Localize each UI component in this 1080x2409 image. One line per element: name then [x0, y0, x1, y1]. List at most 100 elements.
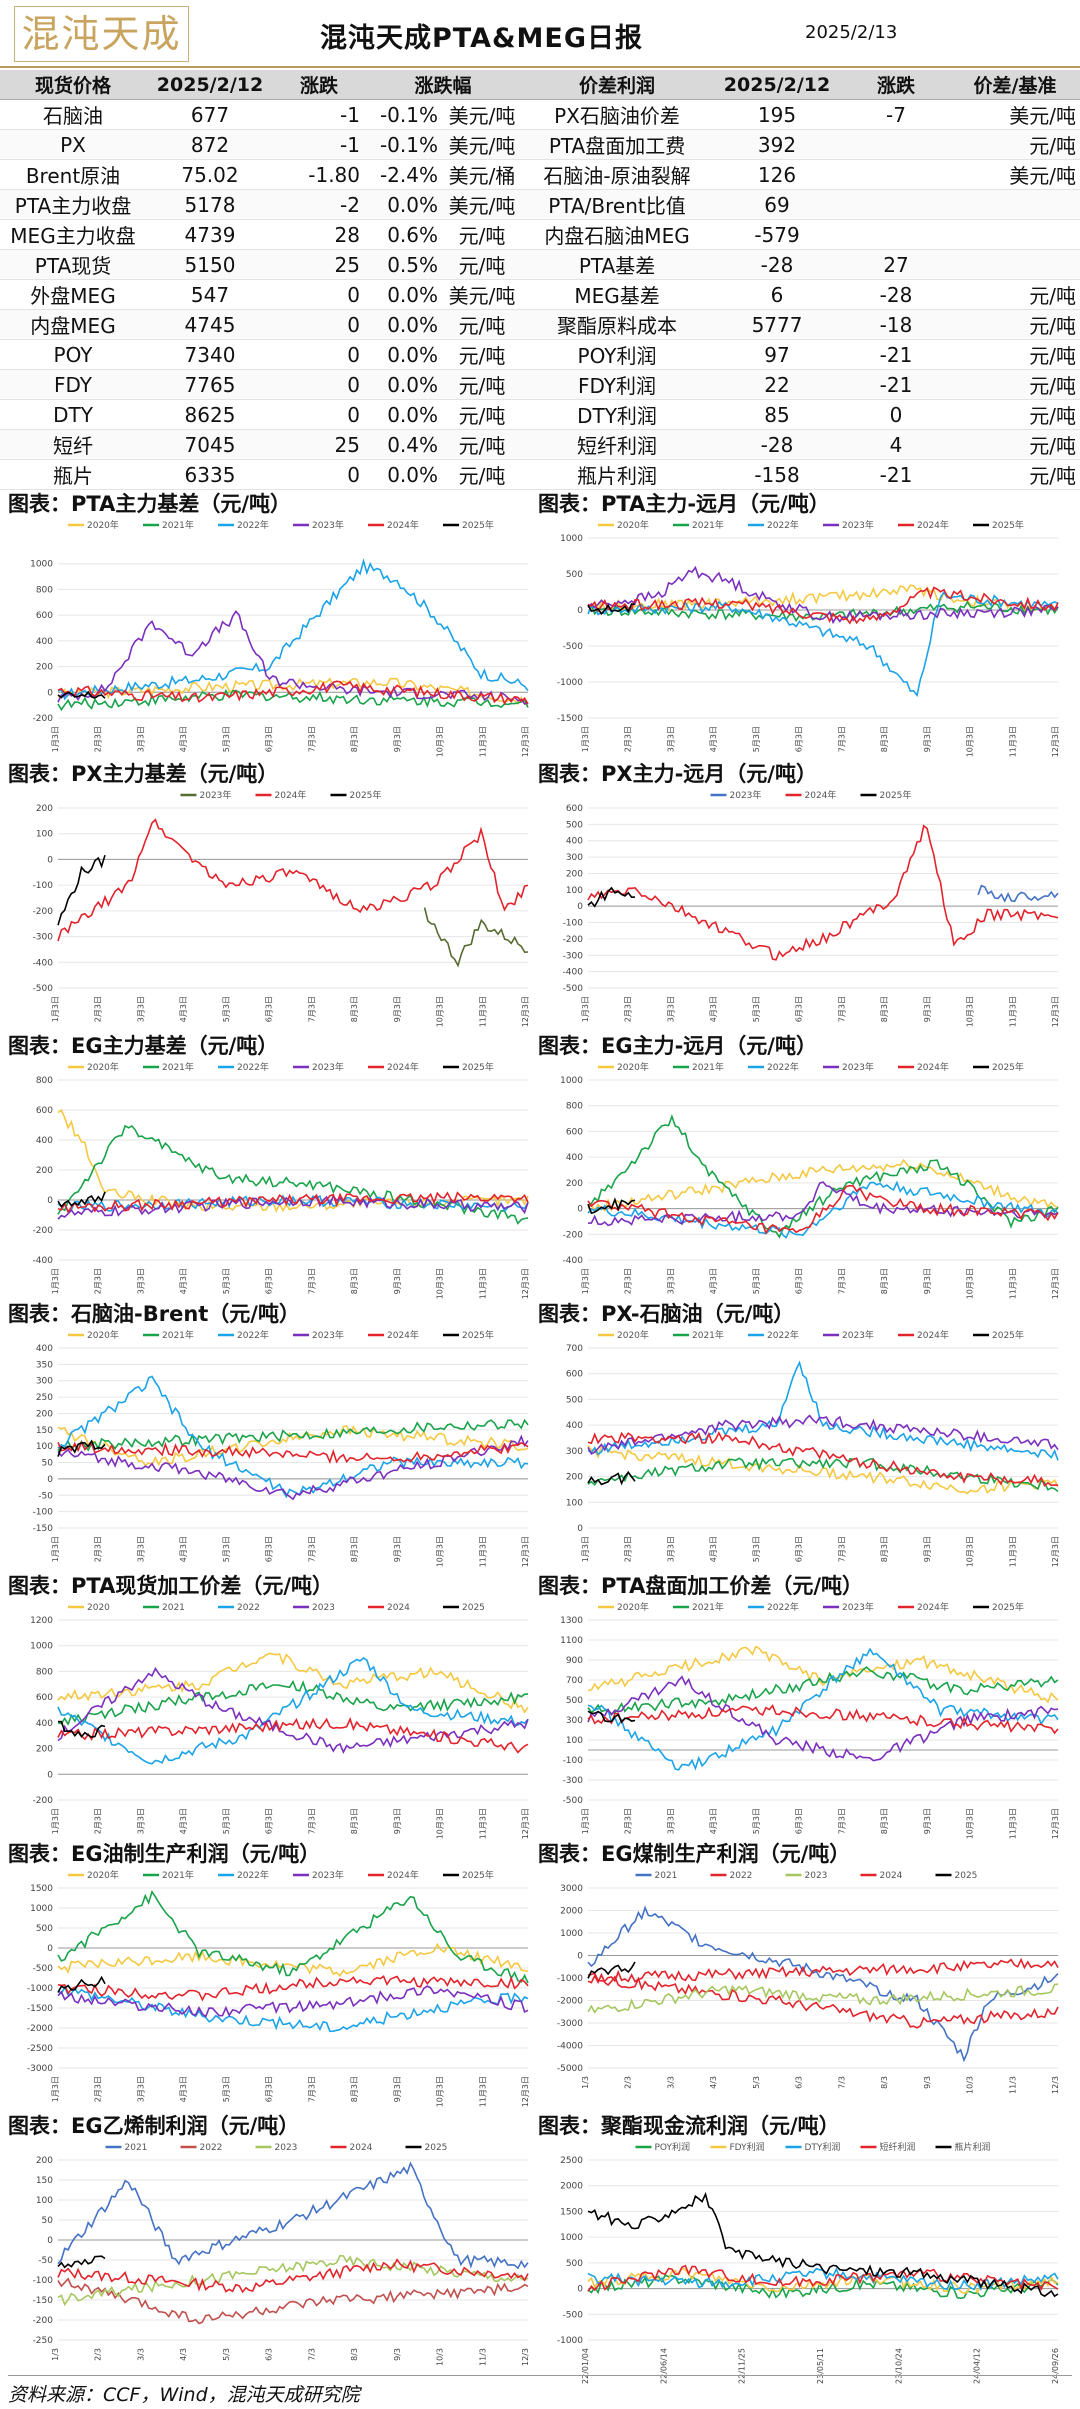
table-row: 内盘MEG 4745 0 0.0% 元/吨 聚酯原料成本 5777 -18 元/吨 — [0, 309, 1080, 340]
y-tick-label: -500 — [563, 2310, 584, 2320]
y-tick-label: -500 — [563, 642, 584, 652]
legend-label: 2021年 — [692, 1601, 724, 1613]
legend-label: 2020年 — [87, 1329, 119, 1341]
x-tick-label: 11月3日 — [478, 726, 487, 757]
chart-title: 图表：EG油制生产利润（元/吨） — [8, 1842, 321, 1866]
table-cell: -2.4% — [364, 159, 442, 190]
x-tick-label: 10月3日 — [966, 1536, 975, 1567]
table-cell: Brent原油 — [0, 159, 146, 190]
legend-label: DTY利润 — [805, 2141, 841, 2153]
y-tick-label: 300 — [36, 1377, 53, 1387]
x-tick-label: 5/3 — [222, 2348, 231, 2361]
table-cell: 元/吨 — [950, 369, 1080, 400]
table-cell: 5178 — [146, 189, 274, 220]
table-row: 外盘MEG 547 0 0.0% 美元/吨 MEG基差 6 -28 元/吨 — [0, 279, 1080, 310]
y-tick-label: 0 — [577, 1205, 583, 1215]
y-tick-label: -200 — [33, 907, 54, 917]
x-tick-label: 1月3日 — [51, 2076, 60, 2102]
price-spread-table: 现货价格 2025/2/12 涨跌 涨跌幅 价差利润 2025/2/12 涨跌 价差/基准 石… — [0, 70, 1080, 490]
table-cell: 元/吨 — [442, 249, 523, 280]
table-cell: 短纤 — [0, 429, 146, 460]
table-cell: 石脑油 — [0, 99, 146, 130]
series-line — [587, 1675, 1059, 1762]
table-row: 石脑油 677 -1 -0.1% 美元/吨 PX石脑油价差 195 -7 美元/吨 — [0, 99, 1080, 130]
x-tick-label: 1月3日 — [581, 1268, 590, 1294]
x-tick-label: 4月3日 — [179, 1268, 188, 1294]
table-cell: 0.0% — [364, 339, 442, 370]
legend-label: 2025年 — [462, 1329, 494, 1341]
table-cell: 4 — [842, 429, 951, 460]
table-header-cell: 2025/2/12 — [712, 70, 843, 100]
x-tick-label: 1月3日 — [581, 1536, 590, 1562]
y-tick-label: 200 — [36, 1166, 53, 1176]
x-tick-label: 10月3日 — [436, 996, 445, 1027]
x-tick-label: 6月3日 — [795, 1268, 804, 1294]
series-line — [587, 1158, 1059, 1212]
x-tick-label: 5月3日 — [222, 996, 231, 1022]
legend-label: 2024年 — [387, 519, 419, 531]
series-line — [587, 1710, 636, 1724]
chart-c10: 图表：PTA盘面加工价差（元/吨） 2020年 2021年 2022年 2023年 202… — [538, 1570, 1068, 1848]
legend-label: 2022年 — [767, 1061, 799, 1073]
y-tick-label: 100 — [36, 1442, 53, 1452]
legend-label: 2025年 — [992, 1061, 1024, 1073]
legend-label: 2024年 — [917, 1601, 949, 1613]
x-tick-label: 6月3日 — [795, 726, 804, 752]
chart-c3: 图表：PX主力基差（元/吨） 2023年 2024年 2025年 -500 -400 -30… — [8, 758, 538, 1036]
series-line — [57, 854, 106, 926]
legend-label: 2020年 — [87, 1061, 119, 1073]
x-tick-label: 10月3日 — [436, 2076, 445, 2107]
table-cell: -21 — [842, 339, 951, 370]
chart-title: 图表：PTA盘面加工价差（元/吨） — [538, 1574, 864, 1598]
x-tick-label: 5月3日 — [222, 2076, 231, 2102]
table-cell: 美元/桶 — [442, 159, 523, 190]
legend-label: 2024年 — [917, 1329, 949, 1341]
y-tick-label: 0 — [47, 1475, 53, 1485]
x-tick-label: 10/3 — [436, 2348, 445, 2366]
chart-title: 图表：PTA主力基差（元/吨） — [8, 492, 292, 516]
series-line — [57, 1889, 529, 1984]
y-tick-label: 1000 — [30, 1904, 53, 1914]
table-cell: 27 — [842, 249, 951, 280]
series-line — [977, 884, 1059, 903]
x-tick-label: 10月3日 — [436, 1268, 445, 1299]
table-row: POY 7340 0 0.0% 元/吨 POY利润 97 -21 元/吨 — [0, 339, 1080, 370]
series-line — [57, 2258, 529, 2294]
x-tick-label: 4月3日 — [709, 1268, 718, 1294]
x-tick-label: 1月3日 — [51, 726, 60, 752]
x-tick-label: 9月3日 — [923, 726, 932, 752]
y-tick-label: 500 — [566, 1395, 583, 1405]
legend-label: 2024年 — [275, 789, 307, 801]
x-tick-label: 4月3日 — [179, 1536, 188, 1562]
y-tick-label: -300 — [563, 951, 584, 961]
legend-label: 2024 — [387, 1603, 410, 1613]
legend-label: 2022年 — [237, 519, 269, 531]
table-row: PTA现货 5150 25 0.5% 元/吨 PTA基差 -28 27 — [0, 249, 1080, 280]
y-tick-label: 250 — [36, 1393, 53, 1403]
legend-label: 2024年 — [387, 1329, 419, 1341]
x-tick-label: 11月3日 — [478, 2076, 487, 2107]
legend-label: 2020 — [87, 1603, 110, 1613]
legend-label: 2022年 — [237, 1329, 269, 1341]
x-tick-label: 7月3日 — [307, 1536, 316, 1562]
x-tick-label: 12/3 — [1051, 2076, 1060, 2094]
x-tick-label: 22/11/25 — [738, 2348, 747, 2384]
legend-label: 2021 — [162, 1603, 185, 1613]
x-tick-label: 12月3日 — [1051, 1808, 1060, 1839]
table-cell — [950, 219, 1080, 250]
y-tick-label: -100 — [33, 881, 54, 891]
table-cell — [950, 189, 1080, 220]
table-row: PTA主力收盘 5178 -2 0.0% 美元/吨 PTA/Brent比值 69 — [0, 189, 1080, 220]
y-tick-label: 0 — [47, 2236, 53, 2246]
y-tick-label: 300 — [566, 1447, 583, 1457]
x-tick-label: 7月3日 — [837, 1808, 846, 1834]
table-cell: 美元/吨 — [442, 129, 523, 160]
legend-label: 2025年 — [880, 789, 912, 801]
legend-label: 2024年 — [805, 789, 837, 801]
table-row: PX 872 -1 -0.1% 美元/吨 PTA盘面加工费 392 元/吨 — [0, 129, 1080, 160]
series-line — [57, 1194, 529, 1214]
series-line — [587, 1360, 1059, 1461]
report-title: 混沌天成PTA&MEG日报 — [320, 23, 644, 54]
y-tick-label: 100 — [566, 1736, 583, 1746]
x-tick-label: 6月3日 — [265, 726, 274, 752]
